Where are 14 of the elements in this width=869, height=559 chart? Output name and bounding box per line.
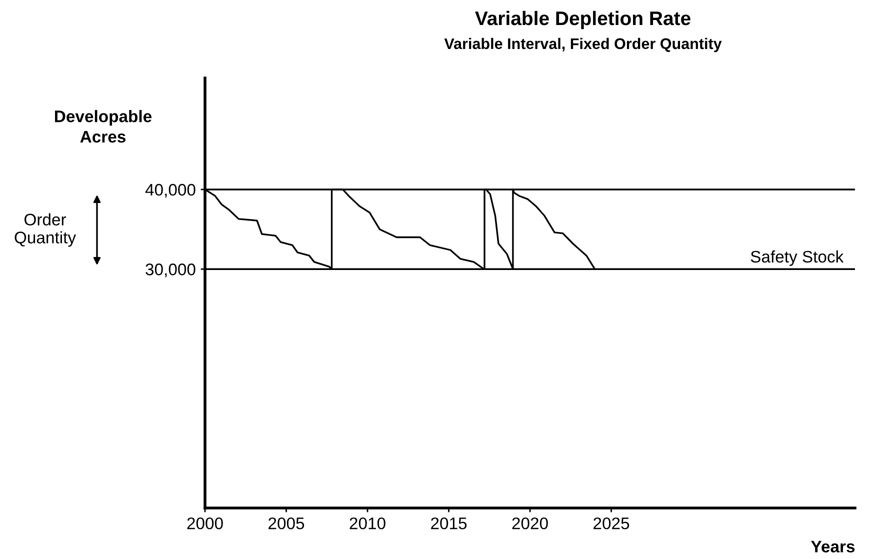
y-axis-title: Developable Acres <box>55 110 152 143</box>
ref-line-label: Safety Stock <box>750 250 844 266</box>
x-axis-title: Years <box>811 540 855 552</box>
y-tick-label: 30,000 <box>146 264 196 278</box>
y-tick-label: 40,000 <box>145 184 196 198</box>
x-tick-label: 2015 <box>431 517 467 530</box>
chart-subtitle: Variable Interval, Fixed Order Quantity <box>444 38 722 52</box>
x-tick-label: 2010 <box>350 517 386 530</box>
text: Order Quantity <box>14 213 76 247</box>
x-tick-label: 2000 <box>187 517 223 530</box>
x-tick-label: 2025 <box>594 517 630 530</box>
chart-title: Variable Depletion Rate <box>475 10 690 30</box>
x-tick-label: 2005 <box>268 517 304 530</box>
x-tick-label: 2020 <box>512 517 548 530</box>
